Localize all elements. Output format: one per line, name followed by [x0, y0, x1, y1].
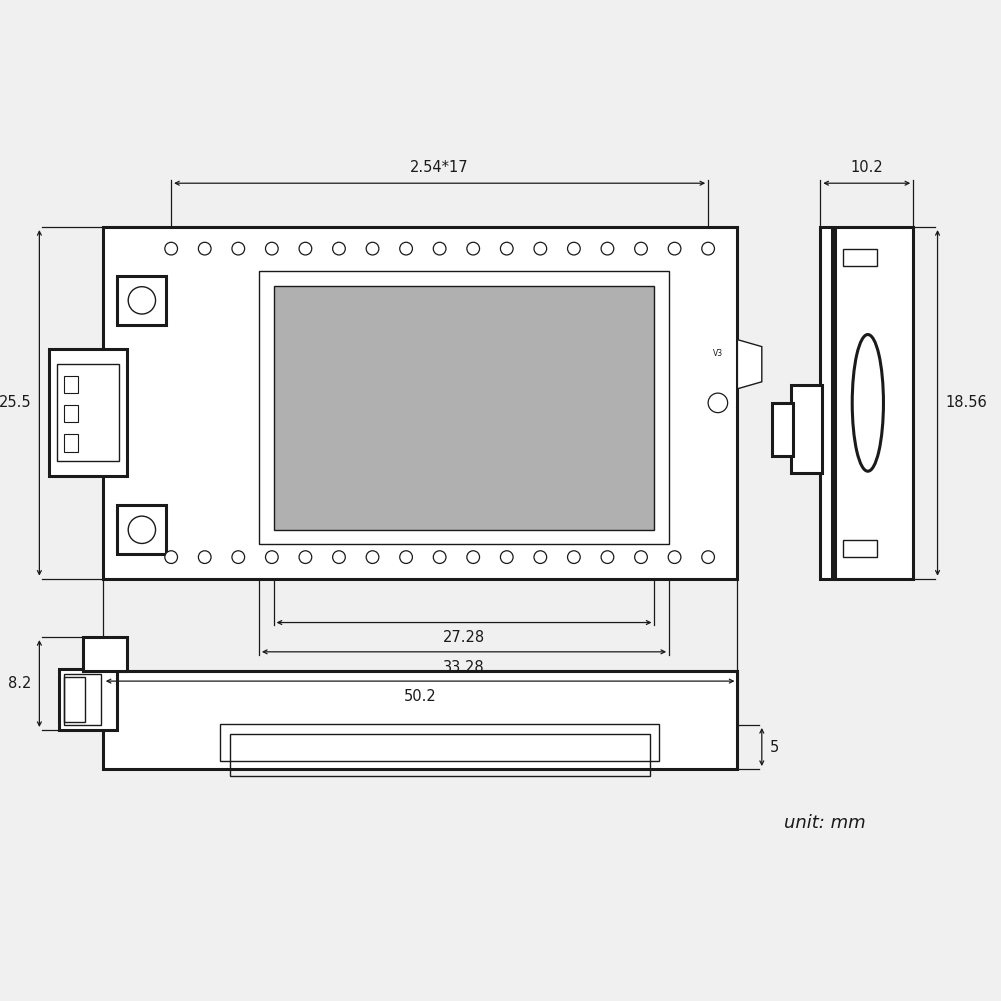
- Bar: [83, 638, 127, 672]
- Circle shape: [466, 551, 479, 564]
- Text: 27.28: 27.28: [443, 631, 485, 646]
- Text: 5: 5: [770, 740, 779, 755]
- Bar: [64, 375, 78, 393]
- Circle shape: [433, 551, 446, 564]
- Bar: [772, 402, 793, 455]
- Circle shape: [299, 242, 311, 255]
- Bar: [220, 724, 660, 761]
- Circle shape: [601, 551, 614, 564]
- Circle shape: [399, 242, 412, 255]
- Bar: [843, 540, 877, 558]
- Circle shape: [534, 242, 547, 255]
- Bar: [64, 404, 78, 422]
- Bar: [821, 227, 832, 579]
- Bar: [64, 678, 85, 722]
- Bar: [117, 276, 166, 324]
- Circle shape: [366, 242, 378, 255]
- Circle shape: [332, 551, 345, 564]
- Circle shape: [198, 551, 211, 564]
- Text: 18.56: 18.56: [945, 395, 987, 410]
- Circle shape: [568, 551, 581, 564]
- Bar: [59, 670, 117, 730]
- Circle shape: [332, 242, 345, 255]
- Circle shape: [466, 242, 479, 255]
- Circle shape: [601, 242, 614, 255]
- Text: 25.5: 25.5: [0, 395, 32, 410]
- Bar: [273, 285, 655, 530]
- Circle shape: [500, 242, 514, 255]
- Circle shape: [265, 242, 278, 255]
- Circle shape: [702, 551, 715, 564]
- Circle shape: [165, 551, 177, 564]
- Circle shape: [708, 393, 728, 412]
- Circle shape: [702, 242, 715, 255]
- Text: 8.2: 8.2: [8, 676, 32, 691]
- Circle shape: [265, 551, 278, 564]
- Circle shape: [433, 242, 446, 255]
- Bar: [259, 271, 669, 545]
- Bar: [103, 672, 738, 725]
- Circle shape: [232, 551, 244, 564]
- Circle shape: [128, 517, 155, 544]
- Circle shape: [399, 551, 412, 564]
- Circle shape: [299, 551, 311, 564]
- Circle shape: [165, 242, 177, 255]
- Circle shape: [635, 551, 648, 564]
- Bar: [103, 227, 738, 579]
- Circle shape: [669, 242, 681, 255]
- Polygon shape: [738, 339, 762, 388]
- Bar: [103, 672, 738, 769]
- Bar: [57, 363, 119, 461]
- Circle shape: [635, 242, 648, 255]
- Text: 10.2: 10.2: [851, 160, 883, 175]
- Circle shape: [232, 242, 244, 255]
- Text: 50.2: 50.2: [403, 689, 436, 704]
- Text: V3: V3: [713, 349, 723, 358]
- Bar: [230, 734, 650, 776]
- Bar: [49, 349, 127, 476]
- Text: 33.28: 33.28: [443, 660, 484, 675]
- Bar: [843, 248, 877, 266]
- Bar: [64, 434, 78, 451]
- Ellipse shape: [852, 334, 884, 471]
- Circle shape: [568, 242, 581, 255]
- Circle shape: [534, 551, 547, 564]
- Text: unit: mm: unit: mm: [785, 814, 866, 832]
- Circle shape: [669, 551, 681, 564]
- Text: 2.54*17: 2.54*17: [410, 160, 468, 175]
- Circle shape: [198, 242, 211, 255]
- Circle shape: [366, 551, 378, 564]
- Bar: [835, 227, 913, 579]
- Bar: [64, 675, 101, 725]
- Bar: [117, 506, 166, 555]
- Circle shape: [128, 286, 155, 314]
- Bar: [791, 385, 823, 473]
- Circle shape: [500, 551, 514, 564]
